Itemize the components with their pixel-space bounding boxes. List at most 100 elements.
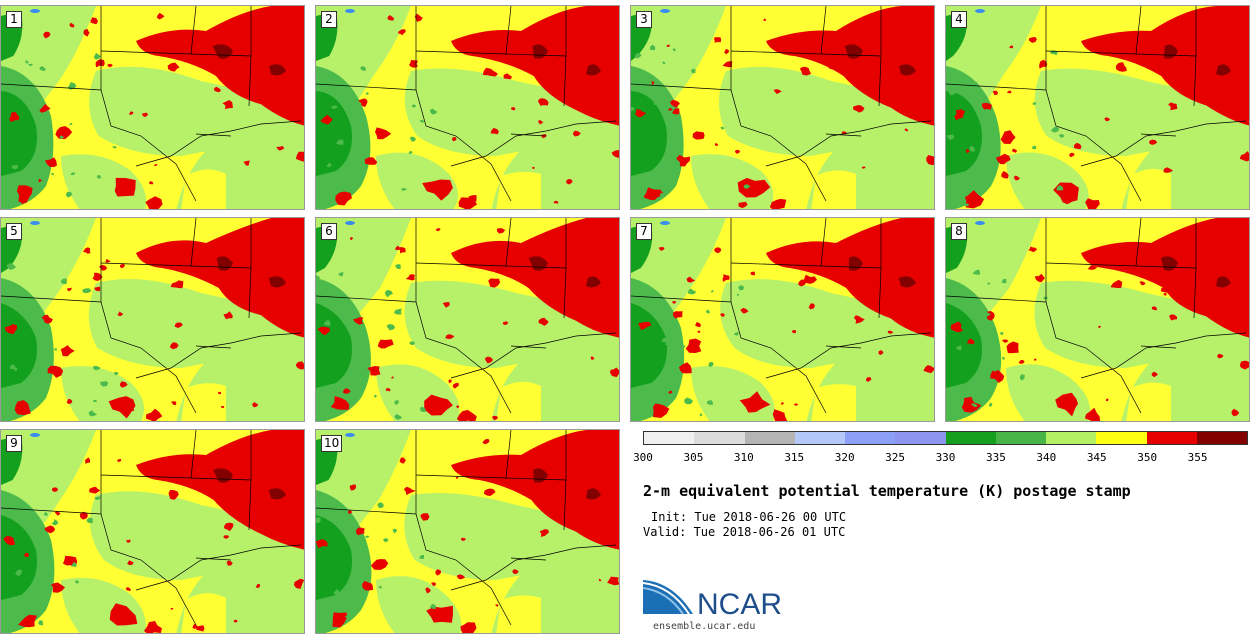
green-speck — [48, 585, 54, 589]
red-speck — [1149, 139, 1158, 145]
red-speck — [1098, 325, 1101, 329]
init-time: Init: Tue 2018-06-26 00 UTC — [651, 510, 847, 524]
red-speck — [94, 286, 101, 292]
green-speck — [1020, 374, 1025, 381]
member-map — [316, 218, 619, 421]
green-speck — [5, 501, 12, 508]
colorbar-tick-labels: 300 305 310 315 320 325 330 335 340 345 350 355 — [633, 451, 1248, 465]
colorbar-swatch — [644, 432, 695, 444]
red-region — [995, 153, 1011, 165]
red-region — [1028, 246, 1038, 253]
green-speck — [429, 108, 438, 115]
member-number-label: 4 — [951, 11, 967, 28]
red-speck — [740, 307, 749, 314]
green-speck — [973, 397, 977, 401]
red-speck — [827, 63, 836, 70]
green-speck — [384, 289, 394, 298]
red-region — [766, 218, 934, 338]
green-speck — [383, 538, 389, 543]
ncar-logo-text: NCAR — [697, 588, 782, 620]
red-region — [990, 370, 1005, 383]
red-region — [424, 394, 453, 416]
red-speck — [590, 356, 595, 360]
red-region — [483, 488, 496, 496]
red-speck — [1069, 152, 1075, 158]
red-speck — [252, 402, 259, 408]
green-speck — [993, 368, 998, 372]
red-region — [1055, 392, 1078, 417]
red-region — [1000, 130, 1016, 144]
green-speck — [649, 44, 656, 51]
green-speck — [19, 596, 27, 603]
green-speck — [743, 184, 750, 189]
member-panel: 6 — [315, 217, 620, 422]
red-region — [713, 37, 722, 43]
red-region — [1084, 407, 1101, 421]
colorbar-tick: 310 — [733, 451, 754, 464]
red-speck — [734, 150, 741, 154]
member-map — [1, 218, 304, 421]
red-region — [364, 157, 378, 165]
green-speck — [9, 364, 16, 370]
red-speck — [1211, 21, 1220, 30]
ncar-logo: NCAR — [643, 580, 782, 620]
red-region — [610, 367, 619, 378]
green-speck — [43, 511, 48, 516]
green-speck — [316, 517, 321, 524]
red-speck — [149, 181, 154, 185]
member-map — [1, 6, 304, 209]
green-speck — [412, 104, 417, 108]
red-speck — [1222, 269, 1230, 273]
red-speck — [540, 74, 548, 80]
colorbar-tick: 350 — [1137, 451, 1158, 464]
green-speck — [394, 413, 403, 420]
red-region — [83, 29, 90, 37]
red-speck — [343, 388, 351, 394]
red-speck — [750, 271, 755, 276]
red-speck — [495, 604, 499, 607]
green-speck — [15, 569, 22, 577]
red-region — [16, 185, 33, 203]
dark-red-region — [1216, 276, 1231, 288]
green-speck — [38, 620, 44, 626]
red-speck — [67, 287, 72, 292]
green-speck — [338, 272, 344, 277]
red-speck — [538, 119, 544, 125]
green-speck — [644, 80, 653, 86]
yellow-region — [181, 593, 226, 633]
red-region — [964, 190, 985, 209]
green-speck — [736, 293, 739, 296]
red-speck — [1153, 256, 1159, 261]
red-speck — [387, 15, 395, 21]
red-region — [670, 99, 680, 108]
green-speck — [360, 356, 370, 364]
red-region — [607, 576, 619, 586]
green-speck — [66, 191, 73, 198]
dark-green-region — [1, 303, 37, 388]
red-region — [737, 177, 771, 198]
green-speck — [92, 365, 101, 371]
green-speck — [353, 182, 361, 188]
red-speck — [54, 511, 61, 516]
green-speck — [333, 589, 340, 595]
red-speck — [196, 625, 205, 632]
red-region — [638, 321, 652, 331]
red-speck — [350, 237, 353, 241]
red-speck — [226, 560, 233, 566]
red-region — [358, 98, 368, 108]
red-region — [9, 111, 20, 123]
green-speck — [987, 282, 991, 285]
member-number-label: 10 — [321, 435, 343, 452]
red-region — [55, 126, 73, 140]
red-speck — [139, 39, 146, 45]
red-speck — [117, 311, 124, 317]
green-speck — [93, 399, 98, 403]
red-region — [295, 361, 304, 370]
red-speck — [1006, 90, 1012, 94]
red-region — [316, 539, 328, 549]
green-speck — [947, 89, 957, 96]
green-speck — [54, 348, 57, 351]
red-region — [1039, 59, 1048, 69]
red-speck — [904, 128, 909, 132]
red-region — [1169, 314, 1178, 321]
